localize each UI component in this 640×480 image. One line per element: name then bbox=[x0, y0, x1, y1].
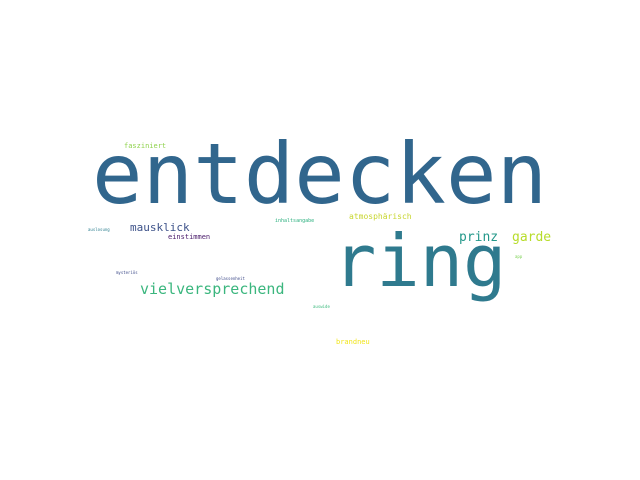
word-prinz: prinz bbox=[459, 230, 499, 245]
word-gelassenheit: gelassenheit bbox=[216, 276, 245, 281]
word-vielversprechend: vielversprechend bbox=[140, 280, 285, 298]
word-einstimmen: einstimmen bbox=[168, 233, 211, 241]
word-brandneu: brandneu bbox=[336, 338, 370, 346]
word-auslosung: auslosung bbox=[88, 227, 110, 232]
word-fasziniert: fasziniert bbox=[124, 142, 167, 150]
word-entdecken: entdecken bbox=[92, 125, 548, 223]
word-ring: ring bbox=[333, 219, 507, 303]
word-mausklick: mausklick bbox=[130, 221, 190, 234]
word-atmosphaerisch: atmosphärisch bbox=[349, 212, 412, 221]
word-inhaltsangabe: inhaltsangabe bbox=[275, 218, 315, 224]
word-mysterioes: mysteriös bbox=[116, 270, 138, 275]
word-garde: garde bbox=[512, 230, 552, 245]
word-app: app bbox=[515, 254, 523, 259]
word-auswide: auswide bbox=[313, 304, 330, 309]
